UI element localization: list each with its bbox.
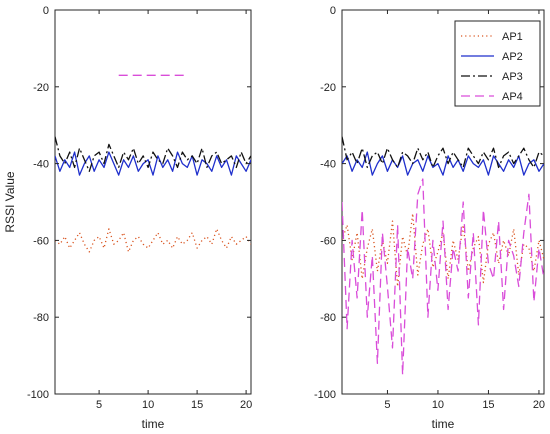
right-series-line-ap2 <box>342 151 544 176</box>
legend-label-ap4: AP4 <box>502 91 523 103</box>
right-x-tick-label: 10 <box>432 399 444 411</box>
right-y-tick-label: 0 <box>330 5 336 17</box>
right-series-line-ap3 <box>342 136 544 169</box>
right-y-axis: 0 -20 -40 -60 -80 -100 <box>314 5 544 401</box>
left-y-axis: 0 -20 -40 -60 -80 -100 <box>27 5 251 401</box>
left-series-group <box>55 74 251 253</box>
left-x-tick-label: 15 <box>191 399 203 411</box>
left-y-tick-label: -100 <box>27 389 49 401</box>
left-x-tick-label: 20 <box>240 399 252 411</box>
right-y-tick-label: -80 <box>320 312 336 324</box>
left-x-axis-label: time <box>142 417 165 431</box>
left-series-line-2 <box>55 151 251 176</box>
right-x-tick-label: 15 <box>482 399 494 411</box>
left-plot-area <box>54 9 252 395</box>
left-y-tick-label: -20 <box>33 82 49 94</box>
right-x-tick-label: 20 <box>533 399 545 411</box>
left-y-axis-label: RSSI Value <box>3 171 17 232</box>
right-x-tick-label: 5 <box>384 399 390 411</box>
left-y-tick-label: -80 <box>33 312 49 324</box>
left-series-line-3 <box>55 136 251 172</box>
left-x-tick-label: 10 <box>142 399 154 411</box>
legend-box <box>454 20 541 107</box>
left-y-tick-label: -60 <box>33 235 49 247</box>
left-x-tick-label: 5 <box>96 399 102 411</box>
left-y-tick-label: 0 <box>43 5 49 17</box>
right-y-tick-label: -20 <box>320 82 336 94</box>
right-y-tick-label: -60 <box>320 235 336 247</box>
right-chart: 5 10 15 20 0 -20 -40 -60 -80 -100 time AP1 AP2 AP3… <box>314 5 545 431</box>
right-x-axis-label: time <box>432 417 455 431</box>
legend-label-ap2: AP2 <box>502 51 523 63</box>
legend-label-ap3: AP3 <box>502 71 523 83</box>
right-series-line-ap4 <box>342 178 544 376</box>
right-series-group <box>342 136 544 376</box>
right-y-tick-label: -100 <box>314 389 336 401</box>
left-y-tick-label: -40 <box>33 159 49 171</box>
left-x-axis: 5 10 15 20 <box>96 10 252 411</box>
legend: AP1 AP2 AP3 AP4 <box>454 20 541 107</box>
right-x-axis: 5 10 15 20 <box>384 10 545 411</box>
legend-label-ap1: AP1 <box>502 31 523 43</box>
right-y-tick-label: -40 <box>320 159 336 171</box>
left-chart: 5 10 15 20 0 -20 -40 -60 -80 -100 time RSSI Valu… <box>3 5 252 431</box>
